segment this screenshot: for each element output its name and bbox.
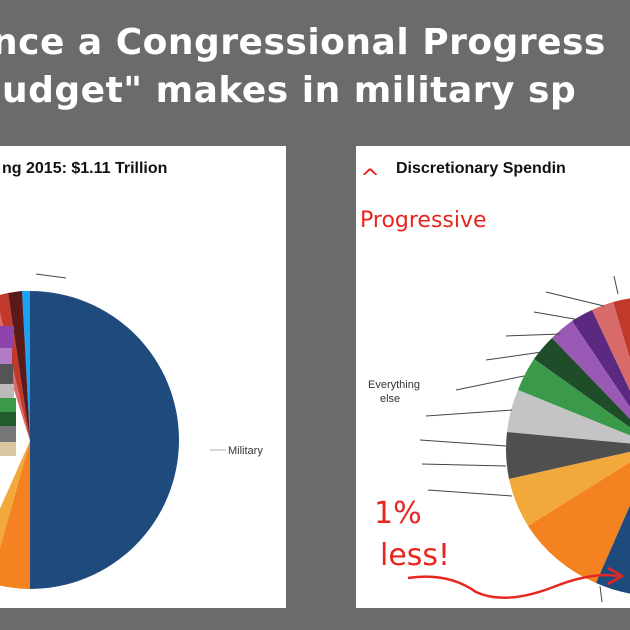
pie-slice-silver (507, 390, 630, 444)
label-everything-else: Everything else (368, 379, 423, 405)
annotation-arrow (407, 573, 619, 600)
pie-slice-military (30, 291, 179, 589)
pie-slice-purple (0, 326, 14, 348)
right-chart-title: Discretionary Spendin (396, 160, 566, 177)
pie-slice-lightblue (22, 290, 30, 441)
pie-slice-violet (552, 321, 630, 419)
headline-line-2: udget" makes in military sp (2, 70, 577, 111)
pie-slice-green (0, 398, 16, 412)
pie-slice-darkgray (506, 432, 630, 479)
annotation-less-line1: 1% (374, 496, 422, 531)
left-chart-title: ng 2015: $1.11 Trillion (2, 160, 168, 177)
pie-slice-darkgreen (534, 338, 630, 428)
left-chart-panel: ng 2015: $1.11 Trillion Military (0, 146, 286, 608)
label-military: Military (228, 445, 263, 457)
right-chart-panel: Discretionary Spendin Every (356, 146, 630, 608)
left-pie-chart: Military (0, 273, 263, 589)
pie-slice-military (596, 505, 630, 594)
pie-slice-gold (0, 441, 30, 548)
pie-slice-beige (0, 442, 16, 456)
pie-slice-red (613, 298, 630, 359)
pie-slice-gray2 (0, 426, 16, 442)
pie-slice-darkgray (0, 364, 13, 384)
pie-slice-pink (592, 302, 630, 391)
pie-slice-pink (0, 313, 30, 441)
headline-line-1: nce a Congressional Progress (0, 22, 606, 63)
pie-slice-gold (509, 451, 630, 526)
pie-slice-violet (0, 348, 12, 364)
pie-slice-green (518, 359, 630, 436)
pie-slice-orange (0, 441, 30, 589)
right-pie-chart: Everything else (368, 275, 630, 603)
annotation-arrowhead (607, 566, 625, 586)
pie-slice-purple (572, 310, 630, 408)
pie-slice-silver (0, 384, 14, 398)
annotation-progressive: Progressive (360, 208, 487, 233)
annotation-less-line2: less! (380, 538, 451, 573)
annotation-caret: ^ (360, 164, 381, 192)
pie-slice-orange (528, 462, 630, 583)
right-pie-slices (506, 298, 630, 594)
pie-slice-darkgreen (0, 412, 16, 426)
